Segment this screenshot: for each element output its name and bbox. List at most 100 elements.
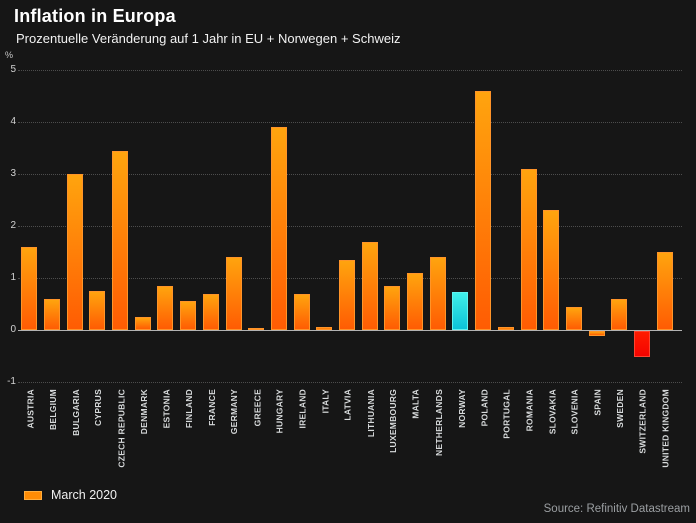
gridline-y5 (18, 70, 682, 71)
x-label-cyprus: CYPRUS (93, 389, 104, 426)
x-label-united-kingdom: UNITED KINGDOM (660, 389, 671, 468)
x-label-latvia: LATVIA (342, 389, 353, 421)
x-label-norway: NORWAY (456, 389, 467, 428)
page-subtitle: Prozentuelle Veränderung auf 1 Jahr in E… (16, 31, 401, 46)
y-axis-tick-0: 0 (10, 324, 16, 335)
x-label-cell-netherlands: NETHERLANDS (426, 386, 449, 486)
x-label-hungary: HUNGARY (274, 389, 285, 434)
legend-label: March 2020 (51, 488, 118, 502)
x-label-cell-switzerland: SWITZERLAND (631, 386, 654, 486)
x-label-cell-norway: NORWAY (449, 386, 472, 486)
x-label-cell-slovakia: SLOVAKIA (540, 386, 563, 486)
legend: March 2020 (24, 488, 117, 502)
x-label-portugal: PORTUGAL (501, 389, 512, 439)
x-label-spain: SPAIN (592, 389, 603, 416)
x-label-bulgaria: BULGARIA (70, 389, 81, 436)
x-label-austria: AUSTRIA (25, 389, 36, 429)
x-label-switzerland: SWITZERLAND (637, 389, 648, 454)
x-label-cell-malta: MALTA (404, 386, 427, 486)
x-label-cell-united-kingdom: UNITED KINGDOM (653, 386, 676, 486)
bar-norway (452, 292, 469, 330)
x-label-cell-austria: AUSTRIA (18, 386, 41, 486)
x-label-cell-sweden: SWEDEN (608, 386, 631, 486)
bar-estonia (157, 285, 174, 330)
x-label-slovakia: SLOVAKIA (547, 389, 558, 435)
x-label-cell-portugal: PORTUGAL (494, 386, 517, 486)
gridline-y3 (18, 174, 682, 175)
bar-latvia (339, 259, 355, 330)
x-label-cell-greece: GREECE (245, 386, 268, 486)
x-label-cell-denmark: DENMARK (131, 386, 154, 486)
x-label-denmark: DENMARK (138, 389, 149, 435)
legend-swatch-icon (24, 490, 42, 500)
bar-belgium (44, 298, 61, 330)
bar-italy (316, 326, 333, 330)
x-label-cell-spain: SPAIN (585, 386, 608, 486)
x-label-ireland: IRELAND (297, 389, 308, 429)
x-label-cell-italy: ITALY (313, 386, 336, 486)
x-label-malta: MALTA (411, 389, 422, 419)
bar-france (202, 293, 219, 330)
bar-germany (225, 257, 242, 330)
x-label-italy: ITALY (320, 389, 331, 414)
x-label-cell-latvia: LATVIA (336, 386, 359, 486)
x-label-netherlands: NETHERLANDS (433, 389, 444, 456)
x-label-cell-estonia: ESTONIA (154, 386, 177, 486)
x-label-cell-finland: FINLAND (177, 386, 200, 486)
bar-portugal (497, 327, 514, 330)
x-label-czech-republic: CZECH REPUBLIC (116, 389, 127, 468)
bar-denmark (134, 317, 151, 330)
gridline-y4 (18, 122, 682, 123)
bar-united-kingdom (656, 252, 673, 330)
x-label-cell-hungary: HUNGARY (268, 386, 291, 486)
x-label-poland: POLAND (479, 389, 490, 427)
y-axis-tick-5: 5 (10, 64, 16, 75)
y-axis-tick--1: -1 (7, 376, 16, 387)
x-label-cell-ireland: IRELAND (290, 386, 313, 486)
x-label-sweden: SWEDEN (615, 389, 626, 428)
page-title: Inflation in Europa (14, 6, 176, 26)
bar-slovakia (543, 210, 560, 330)
bars-layer (18, 70, 676, 382)
zero-axis-line (18, 330, 682, 331)
bar-romania (520, 168, 537, 330)
bar-netherlands (429, 257, 446, 330)
bar-poland (475, 90, 492, 330)
x-label-cell-slovenia: SLOVENIA (563, 386, 586, 486)
x-label-cell-cyprus: CYPRUS (86, 386, 109, 486)
y-axis-tick-2: 2 (10, 220, 16, 231)
bar-finland (180, 301, 197, 330)
bar-cyprus (89, 291, 106, 330)
y-axis-unit-label: % (5, 50, 14, 60)
bar-greece (248, 328, 265, 331)
x-label-romania: ROMANIA (524, 389, 535, 432)
x-label-france: FRANCE (206, 389, 217, 426)
bar-switzerland (633, 331, 650, 357)
x-label-greece: GREECE (252, 389, 263, 427)
x-label-cell-france: FRANCE (200, 386, 223, 486)
x-label-cell-belgium: BELGIUM (41, 386, 64, 486)
x-label-estonia: ESTONIA (161, 389, 172, 429)
x-label-cell-romania: ROMANIA (517, 386, 540, 486)
x-label-cell-bulgaria: BULGARIA (63, 386, 86, 486)
x-label-lithuania: LITHUANIA (365, 389, 376, 438)
y-axis-tick-4: 4 (10, 116, 16, 127)
x-label-cell-germany: GERMANY (222, 386, 245, 486)
bar-slovenia (565, 306, 582, 330)
x-label-cell-lithuania: LITHUANIA (358, 386, 381, 486)
bar-sweden (611, 298, 628, 330)
bar-bulgaria (66, 174, 83, 330)
y-axis-tick-3: 3 (10, 168, 16, 179)
x-label-cell-luxembourg: LUXEMBOURG (381, 386, 404, 486)
x-label-slovenia: SLOVENIA (569, 389, 580, 435)
y-axis-tick-1: 1 (10, 272, 16, 283)
x-label-belgium: BELGIUM (48, 389, 59, 430)
bar-lithuania (361, 241, 378, 330)
x-label-luxembourg: LUXEMBOURG (388, 389, 399, 453)
x-axis-labels: AUSTRIA BELGIUM BULGARIA CYPRUS CZECH REPUBL… (18, 386, 676, 486)
bar-hungary (270, 127, 287, 330)
gridline-y2 (18, 226, 682, 227)
bar-luxembourg (384, 285, 401, 330)
bar-austria (21, 246, 38, 330)
